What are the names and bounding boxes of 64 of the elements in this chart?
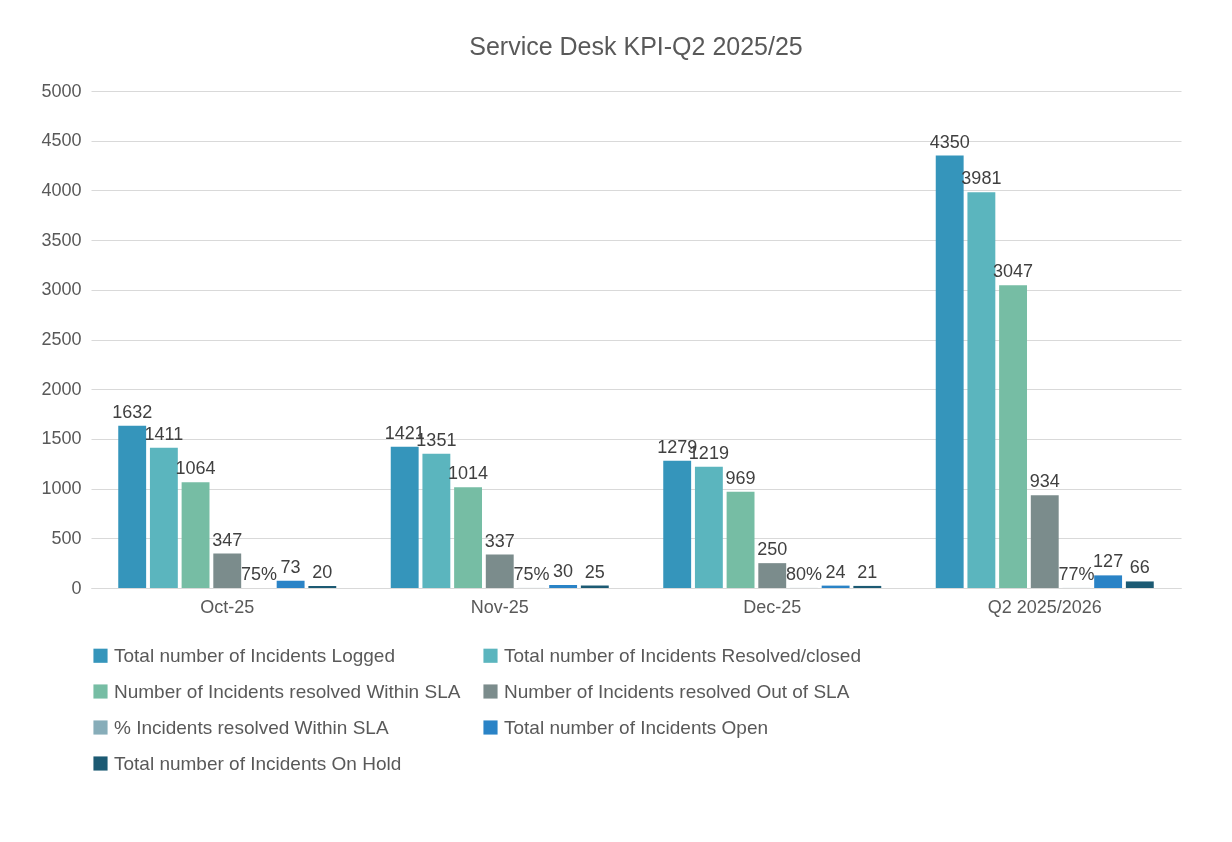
bar [1030, 495, 1059, 588]
legend-label: Total number of Incidents On Hold [114, 752, 402, 774]
bar [999, 285, 1028, 588]
data-label: 127 [1093, 551, 1124, 572]
y-tick-label: 3500 [41, 229, 82, 250]
y-tick-label: 4000 [41, 179, 82, 200]
x-tick-label: Q2 2025/2026 [987, 596, 1102, 617]
legend-label: Number of Incidents resolved Within SLA [114, 680, 461, 702]
data-label: 337 [484, 530, 515, 551]
data-label: 25 [584, 561, 605, 582]
data-label: 30 [553, 561, 574, 582]
data-label: 77% [1058, 563, 1095, 584]
bar [181, 482, 210, 588]
data-label: 4350 [929, 131, 970, 152]
bar [276, 580, 305, 588]
bar [454, 487, 483, 588]
data-label: 80% [785, 563, 822, 584]
bar [935, 155, 964, 588]
y-tick-label: 4500 [41, 130, 82, 151]
bar [213, 553, 242, 588]
data-label: 347 [212, 529, 243, 550]
data-label: 21 [857, 561, 878, 582]
chart-title: Service Desk KPI-Q2 2025/25 [469, 32, 803, 60]
x-tick-label: Nov-25 [470, 596, 529, 617]
bar [853, 585, 882, 588]
legend-label: Number of Incidents resolved Out of SLA [504, 680, 850, 702]
bar [1125, 581, 1154, 588]
data-label: 250 [757, 539, 788, 560]
legend-label: Total number of Incidents Resolved/closed [504, 644, 861, 666]
y-tick-label: 2500 [41, 329, 82, 349]
data-label: 24 [825, 561, 846, 582]
y-tick-label: 500 [51, 527, 82, 548]
data-label: 75% [513, 563, 550, 584]
bar [549, 585, 578, 588]
bar [726, 491, 755, 588]
y-tick-label: 0 [71, 577, 82, 598]
legend-label: % Incidents resolved Within SLA [114, 716, 389, 738]
bar [390, 446, 419, 588]
data-label: 969 [725, 467, 756, 488]
y-tick-label: 2000 [41, 378, 82, 399]
y-tick-label: 3000 [41, 279, 82, 300]
data-label: 20 [312, 562, 333, 583]
data-label: 1411 [144, 423, 184, 444]
y-tick-label: 1500 [41, 428, 82, 449]
bar [118, 425, 147, 588]
bar [149, 447, 178, 588]
bar [485, 554, 514, 588]
x-tick-label: Dec-25 [743, 596, 802, 617]
bar [663, 460, 692, 588]
legend-label: Total number of Incidents Open [504, 716, 769, 738]
bar [694, 466, 723, 588]
data-label: 934 [1029, 471, 1060, 492]
bar [967, 192, 996, 588]
data-label: 66 [1129, 557, 1150, 578]
data-label: 73 [280, 556, 301, 577]
y-tick-label: 5000 [41, 80, 82, 101]
data-label: 1632 [112, 401, 153, 422]
y-tick-label: 1000 [41, 478, 82, 499]
bar [422, 453, 451, 588]
x-tick-label: Oct-25 [200, 596, 255, 617]
legend-label: Total number of Incidents Logged [114, 644, 395, 666]
data-label: 75% [240, 563, 277, 584]
bar [1094, 575, 1123, 588]
bar [758, 563, 787, 588]
